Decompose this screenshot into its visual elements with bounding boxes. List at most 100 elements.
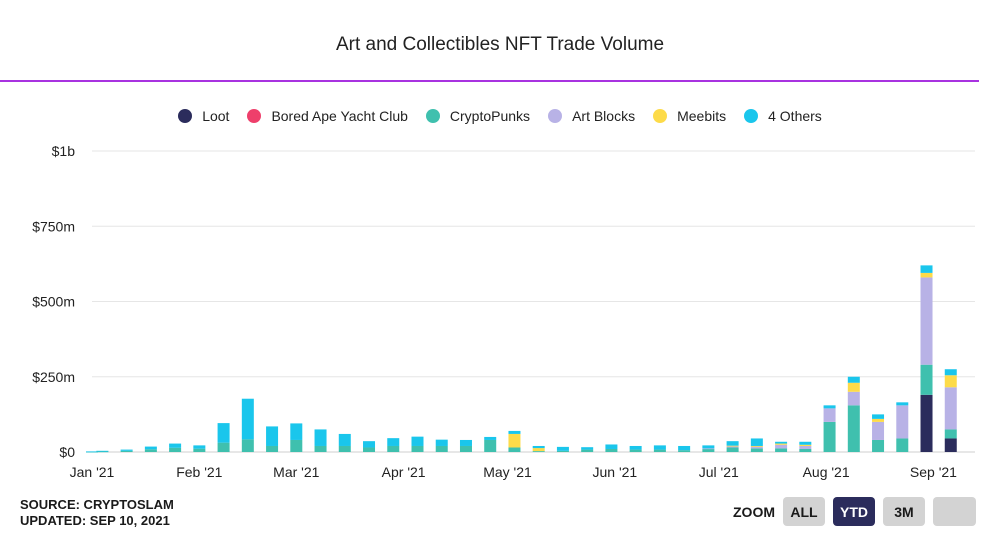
bar-segment-4-others	[86, 451, 98, 453]
source-note: SOURCE: CRYPTOSLAM UPDATED: SEP 10, 2021	[20, 497, 174, 529]
chart-title: Art and Collectibles NFT Trade Volume	[335, 34, 665, 55]
legend-swatch-meebits	[653, 109, 668, 123]
legend-label-loot: Loot	[202, 108, 230, 124]
bar-segment-4-others	[799, 441, 812, 445]
bar-segment-cryptopunks	[702, 448, 715, 452]
bar-segment-cryptopunks	[872, 439, 885, 452]
chart-legend: Loot Bored Ape Yacht Club CryptoPunks Ar…	[0, 108, 1000, 124]
bar-segment-cryptopunks	[217, 442, 230, 452]
bar-segment-4-others	[435, 439, 448, 446]
bar-segment-art-blocks	[847, 391, 860, 406]
zoom-controls: ZOOM ALL YTD 3M	[733, 497, 984, 526]
bar-segment-cryptopunks	[144, 449, 157, 452]
x-tick-label: Mar '21	[273, 464, 319, 480]
bar-segment-loot	[920, 394, 933, 452]
bar-segment-4-others	[144, 446, 157, 450]
legend-label-cryptopunks: CryptoPunks	[449, 108, 531, 124]
legend-label-4-others: 4 Others	[768, 108, 822, 124]
bar-segment-meebits	[920, 272, 933, 278]
bar-segment-4-others	[363, 441, 376, 448]
bar-segment-cryptopunks	[750, 448, 763, 452]
legend-item-cryptopunks[interactable]: CryptoPunks	[425, 108, 531, 124]
x-tick-label: Apr '21	[382, 464, 426, 480]
updated-text: UPDATED: SEP 10, 2021	[20, 513, 170, 528]
bar-segment-4-others	[217, 423, 230, 443]
bar-segment-4-others	[169, 443, 182, 448]
legend-label-meebits: Meebits	[677, 108, 727, 124]
bar-segment-cryptopunks	[678, 450, 691, 452]
bar-segment-cryptopunks	[120, 450, 133, 452]
bar-segment-4-others	[847, 376, 860, 383]
bar-segment-cryptopunks	[653, 449, 666, 452]
bar-segment-cryptopunks	[581, 449, 594, 452]
bar-segment-cryptopunks	[508, 447, 521, 452]
bar-segment-cryptopunks	[944, 429, 957, 439]
bar-segment-cryptopunks	[387, 445, 400, 452]
bar-segment-4-others	[338, 433, 351, 446]
bar-segment-4-others	[314, 429, 327, 446]
zoom-extra-button[interactable]	[933, 497, 976, 526]
bar-segment-cryptopunks	[799, 448, 812, 452]
bar-segment-cryptopunks	[847, 405, 860, 452]
bar-segment-4-others	[702, 445, 715, 449]
bar-segment-meebits	[872, 418, 885, 422]
bar-segment-meebits	[944, 375, 957, 388]
bar-segment-4-others	[532, 445, 545, 449]
bar-segment-4-others	[266, 426, 279, 446]
bar-segment-meebits	[726, 445, 739, 447]
bar-segment-cryptopunks	[290, 439, 303, 452]
x-tick-label: Aug '21	[803, 464, 850, 480]
bar-segment-4-others	[896, 402, 909, 406]
bar-segment-cryptopunks	[532, 451, 545, 452]
y-tick-label: $250m	[32, 369, 75, 385]
zoom-3m-button[interactable]: 3M	[883, 497, 925, 526]
bar-segment-loot	[944, 438, 957, 452]
zoom-ytd-button[interactable]: YTD	[833, 497, 875, 526]
bar-segment-art-blocks	[944, 387, 957, 430]
bar-segment-cryptopunks	[775, 448, 788, 452]
x-tick-label: Jul '21	[699, 464, 739, 480]
legend-item-bored-ape-yacht-club[interactable]: Bored Ape Yacht Club	[247, 108, 408, 124]
bar-segment-meebits	[799, 444, 812, 446]
bar-segment-4-others	[750, 438, 763, 446]
bar-segment-4-others	[484, 436, 497, 440]
legend-item-meebits[interactable]: Meebits	[653, 108, 726, 124]
bar-segment-4-others	[241, 398, 254, 440]
bar-segment-4-others	[775, 441, 788, 444]
bar-segment-art-blocks	[750, 446, 763, 449]
zoom-all-button[interactable]: ALL	[783, 497, 825, 526]
bar-segment-4-others	[944, 369, 957, 376]
legend-label-bored-ape-yacht-club: Bored Ape Yacht Club	[271, 108, 408, 124]
bar-segment-art-blocks	[775, 444, 788, 449]
legend-item-4-others[interactable]: 4 Others	[744, 108, 822, 124]
legend-swatch-loot	[178, 109, 193, 123]
y-tick-label: $500m	[32, 294, 75, 310]
x-tick-label: Sep '21	[910, 464, 957, 480]
bar-segment-4-others	[678, 445, 691, 451]
legend-swatch-cryptopunks	[425, 109, 440, 123]
legend-item-art-blocks[interactable]: Art Blocks	[548, 108, 635, 124]
bar-segment-4-others	[726, 441, 739, 446]
bar-segment-4-others	[920, 265, 933, 273]
x-tick-label: Jan '21	[70, 464, 115, 480]
bar-segment-4-others	[387, 438, 400, 446]
bar-segment-cryptopunks	[823, 421, 836, 452]
legend-swatch-art-blocks	[548, 109, 563, 123]
bar-segment-4-others	[605, 444, 618, 449]
bar-segment-meebits	[750, 445, 763, 447]
bar-segment-cryptopunks	[605, 448, 618, 452]
bar-segment-cryptopunks	[241, 439, 254, 452]
bar-segment-cryptopunks	[363, 447, 376, 452]
legend-label-art-blocks: Art Blocks	[572, 108, 636, 124]
x-tick-label: Jun '21	[593, 464, 638, 480]
y-tick-label: $0	[59, 444, 75, 460]
legend-item-loot[interactable]: Loot	[178, 108, 229, 124]
bar-segment-cryptopunks	[484, 439, 497, 452]
bar-segment-art-blocks	[726, 446, 739, 448]
bar-segment-cryptopunks	[169, 447, 182, 452]
title-divider	[0, 80, 979, 82]
bar-segment-4-others	[193, 445, 206, 449]
bar-segment-cryptopunks	[556, 450, 569, 452]
bar-segment-art-blocks	[823, 408, 836, 422]
bar-segment-art-blocks	[799, 445, 812, 449]
